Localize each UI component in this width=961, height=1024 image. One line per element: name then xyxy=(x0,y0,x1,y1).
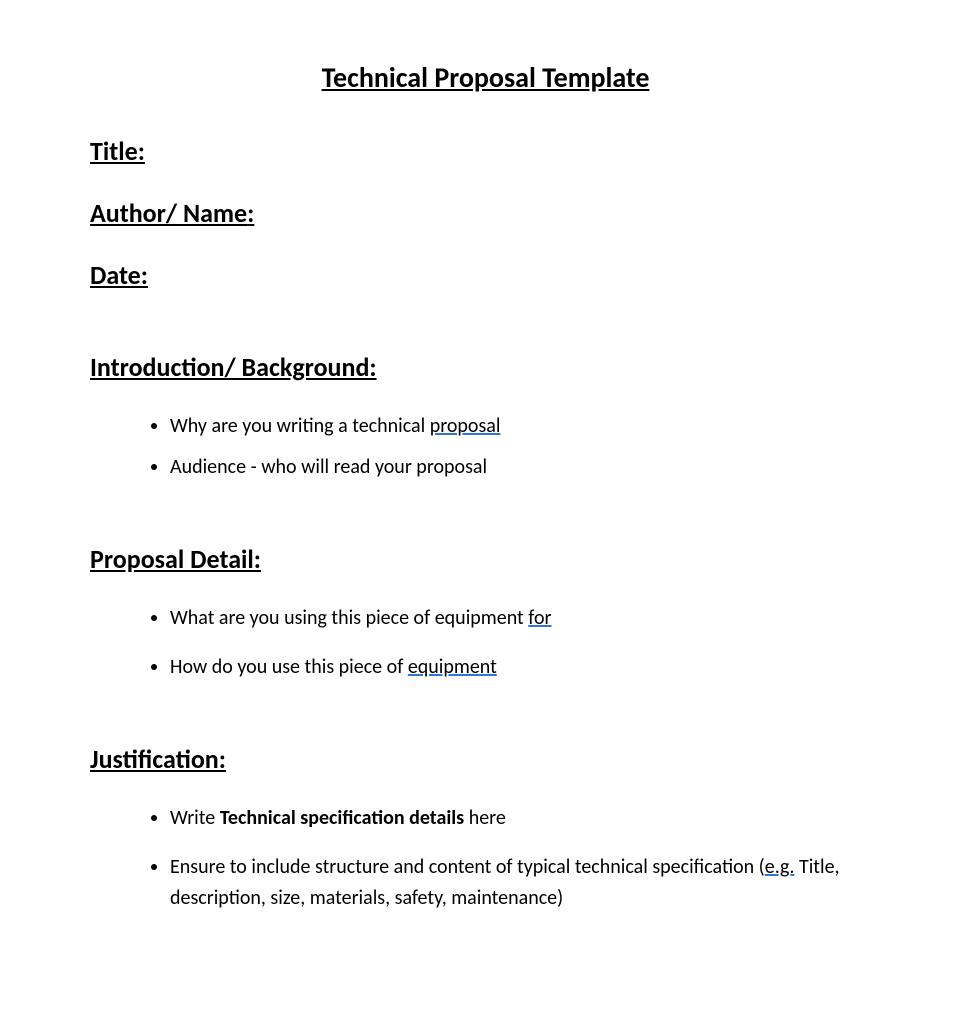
list-item: Audience - who will read your proposal xyxy=(170,452,881,483)
field-date-label: Date: xyxy=(90,259,881,291)
document-title: Technical Proposal Template xyxy=(90,60,881,95)
list-item: What are you using this piece of equipme… xyxy=(170,603,881,634)
justification-bullet-list: Write Technical specification details he… xyxy=(90,803,881,914)
introduction-bullet-list: Why are you writing a technical proposal… xyxy=(90,411,881,483)
bold-text: Technical specification details xyxy=(220,806,464,830)
bullet-text: How do you use this piece of xyxy=(170,655,408,679)
bullet-text: What are you using this piece of equipme… xyxy=(170,606,528,630)
bullet-text: Write xyxy=(170,806,220,830)
spellcheck-word: equipment xyxy=(408,655,497,679)
bullet-text: Audience - who will read your proposal xyxy=(170,455,487,479)
bullet-text: Ensure to include structure and content … xyxy=(170,855,765,879)
field-title-label: Title: xyxy=(90,135,881,167)
field-author-label: Author/ Name: xyxy=(90,197,881,229)
spellcheck-word: proposal xyxy=(430,414,501,438)
list-item: Ensure to include structure and content … xyxy=(170,852,881,914)
list-item: Write Technical specification details he… xyxy=(170,803,881,834)
field-author-text: Author/ Name xyxy=(90,197,247,229)
proposal-detail-bullet-list: What are you using this piece of equipme… xyxy=(90,603,881,683)
bullet-text: Why are you writing a technical xyxy=(170,414,430,438)
field-author-colon: : xyxy=(247,197,254,229)
section-heading-justification: Justification: xyxy=(90,743,881,775)
section-heading-proposal-detail: Proposal Detail: xyxy=(90,543,881,575)
spellcheck-word: e.g. xyxy=(765,855,795,879)
bullet-text: here xyxy=(464,806,506,830)
document-page: Technical Proposal Template Title: Autho… xyxy=(0,0,961,992)
section-heading-introduction: Introduction/ Background: xyxy=(90,351,881,383)
spellcheck-word: for xyxy=(528,606,551,630)
list-item: How do you use this piece of equipment xyxy=(170,652,881,683)
list-item: Why are you writing a technical proposal xyxy=(170,411,881,442)
